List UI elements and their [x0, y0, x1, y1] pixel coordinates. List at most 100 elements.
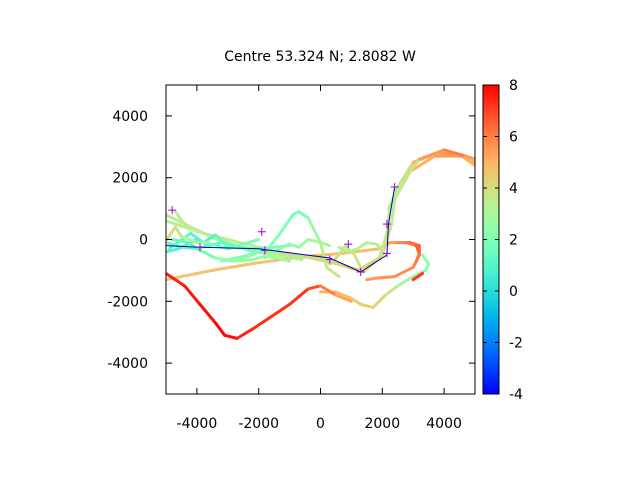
track-segment	[198, 248, 217, 260]
track-segment	[173, 225, 183, 238]
track-segment	[213, 233, 230, 249]
track-segment	[266, 231, 282, 251]
track-series	[235, 254, 292, 263]
track-segment	[356, 241, 369, 251]
track-segment	[183, 222, 211, 238]
track-segment	[220, 254, 245, 263]
track-segment	[464, 154, 475, 161]
track-segment	[223, 333, 239, 340]
colorbar-tick-label: 8	[509, 78, 518, 94]
track-segment	[179, 234, 199, 245]
waypoint-marker	[260, 246, 269, 255]
track-segment	[183, 284, 202, 306]
x-tick-label: -2000	[238, 416, 279, 432]
track-segment	[417, 148, 446, 161]
track-segment	[306, 284, 322, 291]
track-segment	[319, 241, 332, 248]
track-segment	[288, 242, 301, 249]
track-segment	[235, 258, 255, 263]
waypoint-marker	[382, 249, 391, 258]
route-line	[166, 186, 396, 273]
colorbar-tick-label: 6	[509, 130, 518, 146]
track-segment	[442, 148, 468, 158]
track-segment	[213, 321, 227, 337]
colorbar: -4 -2 0 2 4 6 8	[482, 78, 523, 403]
waypoint-marker	[390, 182, 399, 191]
track-segment	[266, 251, 304, 262]
track-segment	[235, 327, 255, 340]
y-tick-label: 2000	[112, 171, 148, 187]
chart-title: Centre 53.324 N; 2.8082 W	[224, 49, 416, 65]
track-segment	[374, 275, 397, 280]
track-segment	[269, 302, 292, 319]
track-series	[386, 148, 475, 211]
track-segment	[166, 247, 180, 254]
y-tick-label: 4000	[112, 109, 148, 125]
track-segment	[408, 154, 437, 174]
track-segment	[411, 268, 428, 279]
y-tick-label: -4000	[107, 356, 148, 372]
track-segment	[414, 251, 421, 263]
track-segment	[319, 241, 329, 269]
track-segment	[337, 244, 347, 257]
track-segment	[343, 244, 356, 257]
track-segment	[380, 222, 394, 257]
track-segment	[275, 256, 292, 263]
colorbar-tick-label: -2	[509, 336, 523, 352]
x-tick-label: 2000	[364, 416, 400, 432]
track-segment	[352, 253, 363, 269]
track-segment	[198, 302, 217, 325]
track-segment	[371, 293, 387, 309]
track-series	[411, 271, 424, 282]
track-segment	[173, 210, 187, 226]
track-segment	[288, 287, 310, 306]
track-series	[166, 271, 353, 340]
track-segment	[275, 242, 292, 252]
x-tick-label: 0	[316, 416, 325, 432]
track-segment	[278, 213, 295, 235]
route-layer	[166, 186, 396, 273]
track-series	[220, 210, 341, 279]
track-segment	[251, 315, 273, 331]
track-segment	[297, 210, 310, 220]
track-segment	[275, 250, 313, 260]
x-axis: -4000 -2000 0 2000 4000	[177, 85, 462, 432]
track-segment	[319, 284, 338, 297]
track-segment	[334, 293, 353, 303]
track-segment	[390, 197, 397, 226]
marker-layer	[168, 182, 399, 276]
track-segment	[189, 231, 205, 245]
track-segment	[365, 241, 378, 246]
colorbar-tick-label: -4	[509, 387, 523, 403]
y-tick-label: -2000	[107, 294, 148, 310]
waypoint-marker	[168, 206, 177, 215]
track-segment	[405, 241, 418, 248]
track-segment	[359, 302, 375, 309]
track-segment	[297, 238, 310, 249]
y-tick-label: 0	[139, 233, 148, 249]
track-segment	[334, 290, 353, 300]
track-layer	[166, 148, 475, 340]
track-segment	[377, 231, 389, 260]
waypoint-marker	[382, 220, 391, 229]
y-axis: -4000 -2000 0 2000 4000	[107, 109, 475, 372]
track-segment	[383, 284, 400, 297]
track-series	[166, 151, 475, 272]
track-segment	[195, 242, 214, 251]
track-segment	[306, 216, 322, 245]
track-segment	[263, 254, 279, 260]
track-segment	[309, 256, 347, 268]
track-segment	[349, 296, 363, 306]
track-segment	[241, 238, 261, 246]
waypoint-marker	[344, 240, 353, 249]
track-segment	[399, 157, 421, 186]
track-series	[405, 241, 421, 263]
waypoint-marker	[257, 227, 266, 236]
track-segment	[325, 265, 341, 279]
waypoint-marker	[325, 255, 334, 264]
track-segment	[166, 225, 177, 243]
colorbar-tick-label: 2	[509, 233, 518, 249]
track-segment	[251, 254, 267, 262]
track-segment	[385, 204, 392, 235]
